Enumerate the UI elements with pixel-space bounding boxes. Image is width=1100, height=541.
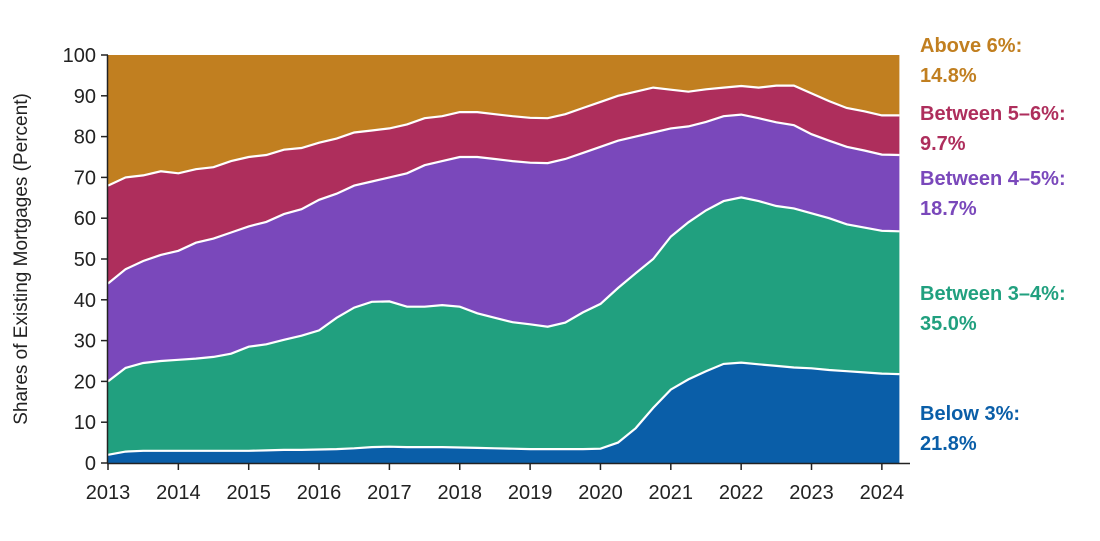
x-tick-label: 2013	[86, 482, 131, 504]
boundary-line-between-5-6	[107, 84, 900, 187]
y-tick-label: 60	[74, 208, 96, 230]
area-between-4-5	[108, 114, 900, 382]
x-axis: 2013 2014 2015 2016 2017 2018 2019 2020 2021 2022…	[86, 462, 910, 504]
y-tick-label: 100	[63, 45, 96, 67]
end-label: Between 4–5%: 18.7%	[920, 168, 1066, 220]
end-label-value: 35.0%	[920, 313, 977, 335]
x-tick-label: 2024	[860, 482, 905, 504]
y-tick-label: 90	[74, 86, 96, 108]
y-axis: 0 10 20 30 40 50 60 70 80 90 100	[63, 45, 109, 475]
area-between-5-6	[108, 85, 900, 284]
end-label-name: Between 5–6%:	[920, 103, 1066, 125]
end-label-name: Above 6%:	[920, 35, 1022, 57]
end-labels: Above 6%: 14.8% Between 5–6%: 9.7% Between 4…	[920, 35, 1066, 455]
y-tick-label: 10	[74, 412, 96, 434]
y-tick-label: 80	[74, 127, 96, 149]
x-tick-label: 2023	[789, 482, 834, 504]
area-between-3-4	[108, 197, 900, 455]
end-label: Below 3%: 21.8%	[920, 403, 1020, 455]
x-tick-label: 2016	[297, 482, 342, 504]
end-label-value: 21.8%	[920, 433, 977, 455]
area-above-6	[108, 55, 900, 186]
x-tick-label: 2018	[438, 482, 483, 504]
end-label: Between 5–6%: 9.7%	[920, 103, 1066, 155]
x-tick-label: 2021	[649, 482, 694, 504]
end-label-value: 14.8%	[920, 65, 977, 87]
x-tick-label: 2014	[156, 482, 201, 504]
boundary-line-between-3-4	[107, 196, 900, 383]
x-tick-label: 2020	[578, 482, 623, 504]
end-label-value: 18.7%	[920, 198, 977, 220]
x-tick-label: 2022	[719, 482, 764, 504]
y-axis-title: Shares of Existing Mortgages (Percent)	[11, 93, 32, 425]
y-tick-label: 70	[74, 167, 96, 189]
end-label-value: 9.7%	[920, 133, 966, 155]
y-tick-label: 30	[74, 331, 96, 353]
boundary-line-between-4-5	[107, 113, 900, 285]
x-tick-label: 2017	[367, 482, 412, 504]
boundary-line-below-3	[107, 361, 900, 456]
x-tick-label: 2015	[226, 482, 271, 504]
chart-areas	[107, 55, 900, 463]
y-tick-label: 20	[74, 371, 96, 393]
y-tick-label: 50	[74, 249, 96, 271]
area-below-3	[108, 362, 900, 463]
y-tick-label: 0	[85, 453, 96, 475]
y-tick-label: 40	[74, 290, 96, 312]
end-label: Above 6%: 14.8%	[920, 35, 1022, 87]
end-label-name: Below 3%:	[920, 403, 1020, 425]
end-label-name: Between 4–5%:	[920, 168, 1066, 190]
end-label: Between 3–4%: 35.0%	[920, 283, 1066, 335]
end-label-name: Between 3–4%:	[920, 283, 1066, 305]
x-tick-label: 2019	[508, 482, 553, 504]
